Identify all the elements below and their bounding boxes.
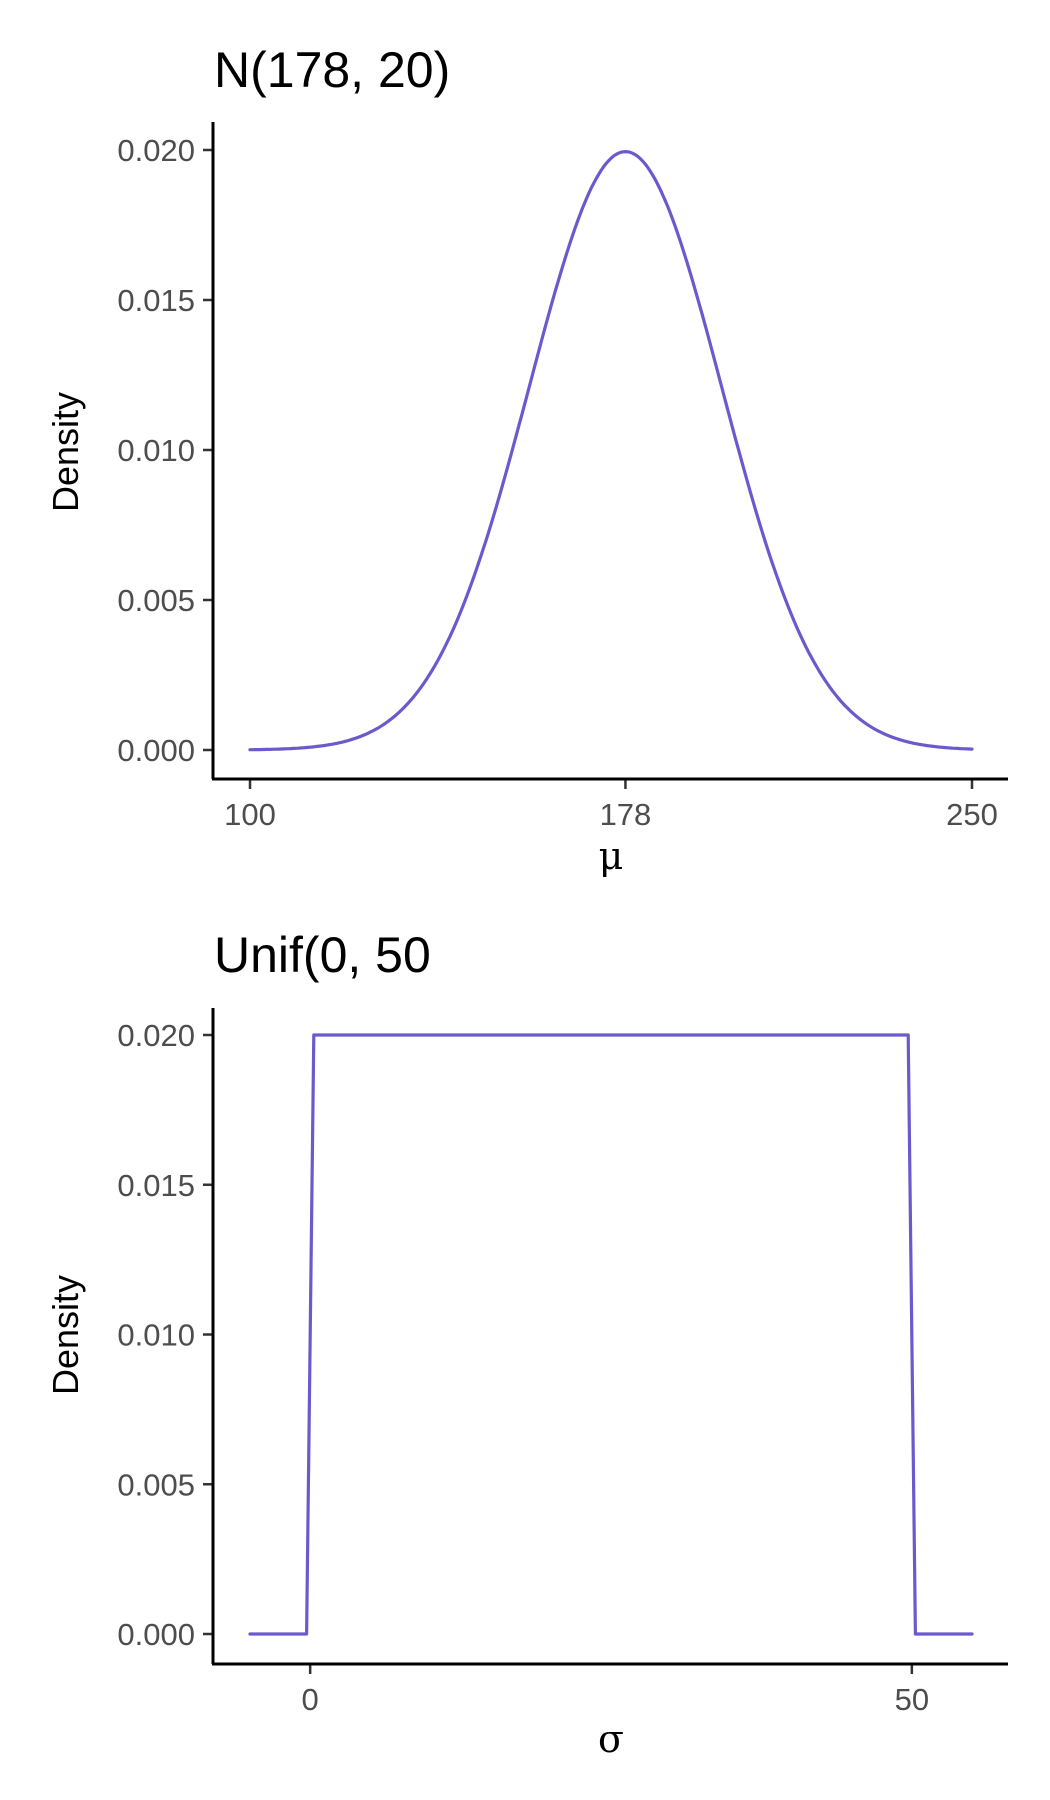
x-tick-label: 250	[946, 797, 998, 832]
panel-title: N(178, 20)	[214, 42, 450, 98]
y-axis-title: Density	[45, 392, 86, 512]
y-tick-label: 0.020	[117, 1018, 195, 1053]
y-tick-label: 0.005	[117, 583, 195, 618]
series-layer	[248, 150, 974, 752]
normal-prior-panel: N(178, 20) Density μ 100 178 250 0.0000.00…	[45, 42, 1008, 878]
y-tick-label: 0.000	[117, 733, 195, 768]
x-tick-label: 0	[302, 1682, 319, 1717]
x-tick-label: 178	[600, 797, 652, 832]
density-line	[248, 1033, 974, 1636]
y-tick-label: 0.020	[117, 133, 195, 168]
y-ticks: 0.000 0.005 0.010 0.015 0.020	[117, 133, 213, 768]
y-ticks: 0.000 0.005 0.010 0.015 0.020	[117, 1018, 213, 1652]
x-tick-label: 100	[224, 797, 276, 832]
y-tick-label: 0.005	[117, 1467, 195, 1502]
y-tick-label: 0.000	[117, 1617, 195, 1652]
panel-title: Unif(0, 50	[214, 927, 431, 983]
y-tick-label: 0.010	[117, 1318, 195, 1353]
y-tick-label: 0.015	[117, 1168, 195, 1203]
x-ticks: 0 50	[302, 1664, 929, 1717]
y-axis-title: Density	[45, 1275, 86, 1395]
y-tick-label: 0.010	[117, 433, 195, 468]
x-axis-title: μ	[599, 834, 624, 878]
series-layer	[248, 1033, 974, 1636]
x-tick-label: 50	[895, 1682, 929, 1717]
x-axis-title: σ	[598, 1717, 624, 1761]
uniform-prior-panel: Unif(0, 50 Density σ 0 50 0.000 0.005 0.010…	[45, 927, 1008, 1761]
y-tick-label: 0.015	[117, 283, 195, 318]
x-ticks: 100 178 250	[224, 779, 998, 832]
density-line	[248, 150, 974, 752]
